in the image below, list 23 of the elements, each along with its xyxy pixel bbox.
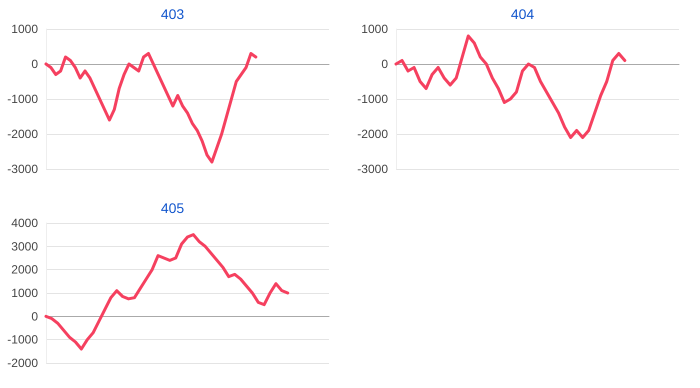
y-tick-label: 0 <box>31 309 38 324</box>
y-tick-label: 0 <box>381 57 388 71</box>
y-tick-label: 0 <box>31 57 38 71</box>
line-series <box>394 34 626 139</box>
line-series <box>44 52 258 164</box>
chart-title: 403 <box>160 6 184 22</box>
chart-title: 405 <box>160 200 184 216</box>
y-tick-label: -2000 <box>357 127 388 141</box>
y-tick-label: -3000 <box>357 162 388 176</box>
y-tick-label: -1000 <box>7 92 38 106</box>
y-tick-label: -1000 <box>357 92 388 106</box>
y-tick-label: -3000 <box>7 162 38 176</box>
y-tick-label: 1000 <box>361 22 388 36</box>
chart-title: 404 <box>510 6 534 22</box>
y-tick-label: -2000 <box>7 127 38 141</box>
y-tick-label: 4000 <box>11 216 38 230</box>
y-tick-label: -2000 <box>7 356 38 370</box>
y-tick-label: 1000 <box>11 22 38 36</box>
y-tick-label: 1000 <box>11 286 38 300</box>
y-tick-label: 3000 <box>11 239 38 254</box>
y-tick-label: 2000 <box>11 262 38 277</box>
line-series <box>44 233 290 350</box>
y-tick-label: -1000 <box>7 332 38 347</box>
